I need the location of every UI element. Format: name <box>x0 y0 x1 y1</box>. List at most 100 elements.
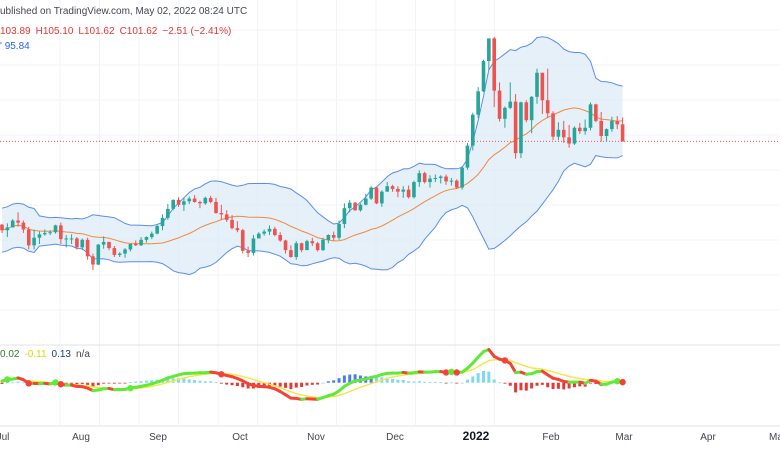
candle <box>150 231 154 240</box>
candle-body <box>567 137 571 144</box>
candle-body <box>476 91 480 115</box>
candle <box>556 122 561 141</box>
candle-body <box>385 186 389 192</box>
histogram-bar <box>278 382 282 387</box>
histogram-bar <box>150 380 154 383</box>
candle-body <box>278 235 282 241</box>
candle-body <box>497 90 502 119</box>
candle-body <box>503 107 507 119</box>
candle <box>535 68 539 104</box>
candle-body <box>487 38 491 62</box>
candle <box>224 210 229 222</box>
candle <box>10 219 15 228</box>
time-axis-label: Apr <box>700 432 716 443</box>
candle <box>444 174 448 185</box>
candle <box>422 171 427 184</box>
histogram-bar <box>572 382 576 388</box>
candle-body <box>551 113 555 137</box>
candle-body <box>412 182 416 198</box>
candle <box>471 112 475 151</box>
candle <box>208 195 213 204</box>
candle-body <box>438 176 443 178</box>
candle <box>353 202 357 211</box>
histogram-bar <box>214 382 218 383</box>
indicator-main-line <box>0 348 625 401</box>
candle <box>390 184 395 192</box>
candle-body <box>615 120 620 125</box>
bollinger-band-fill <box>2 36 623 275</box>
crossover-dot <box>448 368 455 376</box>
candle <box>369 186 373 200</box>
bollinger-lower-line <box>1 155 623 276</box>
candle-body <box>214 202 218 213</box>
candle-body <box>257 233 261 239</box>
histogram-bar <box>112 382 116 384</box>
histogram-bar <box>246 382 250 389</box>
histogram-bar <box>439 382 443 383</box>
histogram-bar <box>86 382 90 385</box>
histogram-bar <box>198 380 202 383</box>
histogram-bar <box>412 381 416 383</box>
candle-body <box>150 233 154 238</box>
histogram-bar <box>91 382 95 387</box>
candle-body <box>406 189 411 198</box>
candle <box>454 179 459 189</box>
candle-body <box>208 197 213 202</box>
candle <box>620 117 625 142</box>
candle <box>438 175 443 184</box>
candle-body <box>481 61 486 92</box>
candle-body <box>347 202 352 209</box>
histogram-bar <box>128 382 132 383</box>
candle <box>476 87 480 119</box>
candle <box>594 103 598 123</box>
candle <box>428 175 432 188</box>
candle <box>417 170 422 187</box>
candle <box>192 195 197 203</box>
candle <box>305 239 309 251</box>
histogram-bar <box>530 382 534 389</box>
histogram-bar <box>342 375 346 383</box>
candle <box>519 101 523 158</box>
candle-body <box>289 250 293 257</box>
candle <box>460 166 464 190</box>
histogram-bar <box>471 376 475 383</box>
candle-body <box>235 228 240 231</box>
histogram-bar <box>294 382 298 388</box>
histogram-bar <box>444 382 448 384</box>
histogram-bar <box>401 380 405 383</box>
candle-body <box>128 243 133 250</box>
candle <box>53 224 58 234</box>
histogram-bar <box>562 382 566 390</box>
time-axis: Jul Aug Sep Oct Nov Dec 2022 Feb Mar Apr Ma <box>0 429 780 443</box>
candle <box>588 102 593 131</box>
candle <box>176 197 181 207</box>
histogram-bar <box>187 379 191 383</box>
histogram-bar <box>498 382 502 384</box>
candle <box>610 116 614 132</box>
candle-body <box>396 188 400 192</box>
crossover-dot <box>218 371 225 378</box>
candle <box>133 240 138 246</box>
candle <box>599 111 603 142</box>
candle-body <box>37 234 42 238</box>
candle-body <box>326 235 331 240</box>
histogram-bar <box>241 382 245 388</box>
histogram-bar <box>316 382 320 385</box>
crossover-dot <box>453 369 460 376</box>
indicator-segment <box>508 361 518 374</box>
candle <box>578 122 582 134</box>
candle-body <box>144 237 149 240</box>
crossover-dot <box>127 384 134 392</box>
candle <box>342 203 347 229</box>
histogram-bar <box>524 382 528 391</box>
candle <box>321 237 325 251</box>
candle <box>513 94 518 159</box>
indicator-value-1: 0.02 <box>0 349 20 360</box>
candle <box>572 126 577 145</box>
candle <box>187 196 192 205</box>
candle-body <box>321 239 325 251</box>
histogram-bar <box>321 382 325 384</box>
candle-body <box>380 191 384 204</box>
candle-body <box>219 213 224 215</box>
candle <box>257 232 261 239</box>
